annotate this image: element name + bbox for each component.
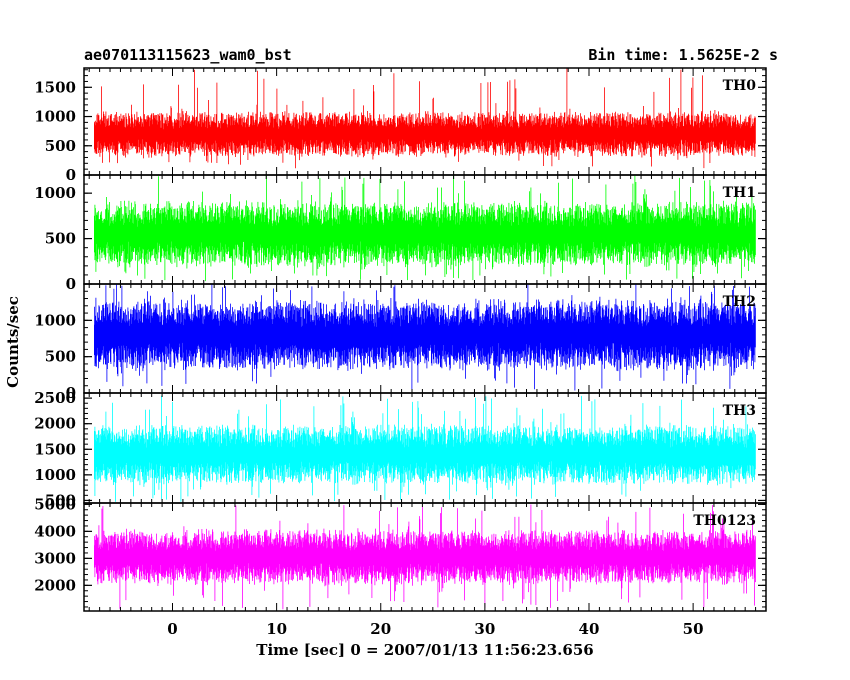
panel-th2: 0 500 1000 TH2 bbox=[34, 283, 767, 402]
y-tick-label: 500 bbox=[45, 230, 76, 248]
panel-th1: 0 500 1000 TH1 bbox=[34, 174, 767, 293]
bin-time-label: Bin time: 1.5625E-2 s bbox=[588, 46, 778, 64]
y-tick-label: 1000 bbox=[34, 311, 76, 329]
x-tick-label: 50 bbox=[683, 620, 704, 638]
y-tick-label: 500 bbox=[45, 491, 76, 509]
x-tick-labels: 0 10 20 30 40 50 bbox=[167, 620, 703, 638]
series-th0 bbox=[94, 68, 756, 169]
panel-th0: 0 500 1000 1500 TH0 bbox=[34, 67, 767, 184]
y-tick-label: 500 bbox=[45, 348, 76, 366]
panels-group: 0 500 1000 1500 TH0 0 500 1000 TH1 0 500 1000 TH2 500… bbox=[34, 67, 767, 612]
series-th1 bbox=[94, 175, 756, 282]
x-axis-label: Time [sec] 0 = 2007/01/13 11:56:23.656 bbox=[256, 641, 593, 659]
series-th2 bbox=[94, 284, 756, 391]
y-tick-label: 0 bbox=[66, 384, 76, 402]
y-tick-label: 3000 bbox=[34, 549, 76, 567]
x-tick-label: 0 bbox=[167, 620, 177, 638]
y-tick-label: 2000 bbox=[34, 576, 76, 594]
x-tick-label: 30 bbox=[474, 620, 495, 638]
series-th3 bbox=[94, 395, 756, 502]
x-tick-label: 20 bbox=[370, 620, 391, 638]
panel-th0123: 2000 3000 4000 5000 TH0123 bbox=[34, 495, 767, 612]
panel-label-th2: TH2 bbox=[723, 294, 756, 310]
x-tick-label: 10 bbox=[266, 620, 287, 638]
y-tick-label: 0 bbox=[66, 166, 76, 184]
y-tick-label: 1500 bbox=[34, 440, 76, 458]
panel-frame bbox=[83, 502, 767, 612]
y-tick-label: 1000 bbox=[34, 466, 76, 484]
y-tick-label: 5000 bbox=[34, 495, 76, 513]
y-tick-label: 0 bbox=[66, 275, 76, 293]
y-tick-label: 1000 bbox=[34, 184, 76, 202]
y-tick-label: 2500 bbox=[34, 389, 76, 407]
panel-label-th0: TH0 bbox=[723, 78, 757, 94]
y-tick-label: 2000 bbox=[34, 415, 76, 433]
y-tick-label: 4000 bbox=[34, 522, 76, 540]
panel-label-th3: TH3 bbox=[723, 403, 756, 419]
y-tick-label: 1500 bbox=[34, 78, 76, 96]
chart-title: ae070113115623_wam0_bst bbox=[84, 46, 292, 64]
y-tick-label: 500 bbox=[45, 137, 76, 155]
series-th0123 bbox=[94, 504, 756, 610]
panel-th3: 500 1000 1500 2000 2500 TH3 bbox=[34, 389, 767, 509]
y-tick-label: 1000 bbox=[34, 108, 76, 126]
panel-label-th0123: TH0123 bbox=[693, 513, 756, 529]
x-tick-label: 40 bbox=[579, 620, 600, 638]
y-axis-label: Counts/sec bbox=[4, 296, 22, 388]
panel-label-th1: TH1 bbox=[723, 185, 756, 201]
